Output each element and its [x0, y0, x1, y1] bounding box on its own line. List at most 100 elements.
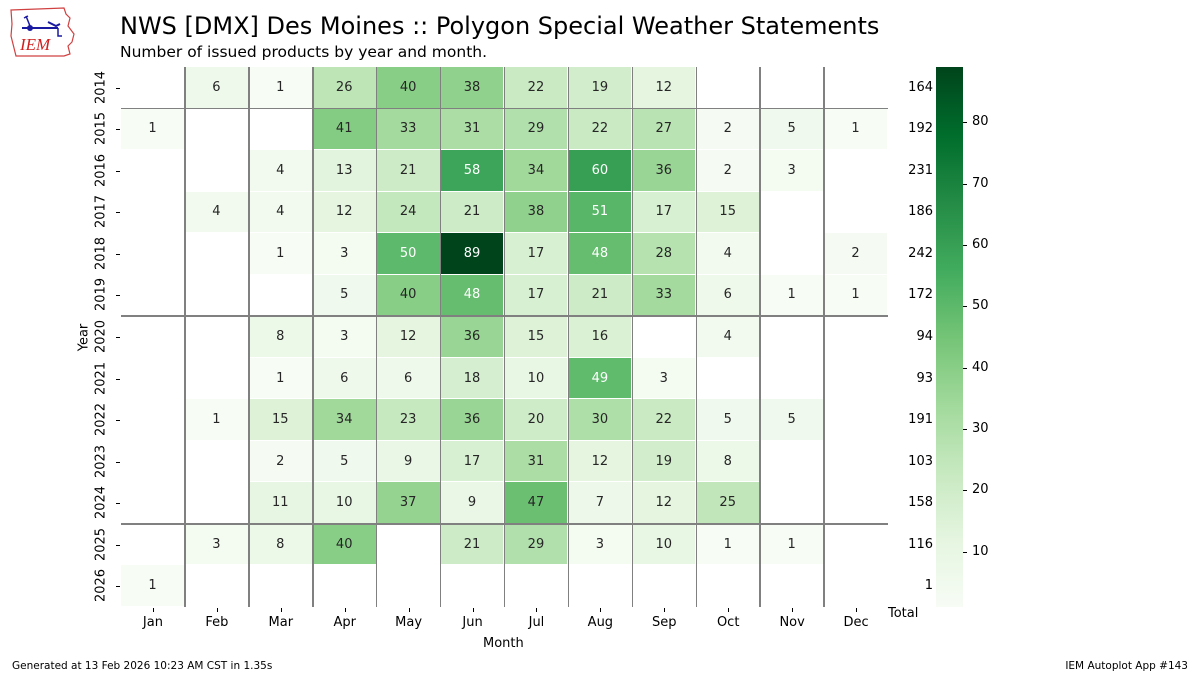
- row-total: 1: [924, 578, 933, 594]
- row-total: 242: [908, 245, 933, 261]
- heatmap-cell: 17: [504, 274, 569, 317]
- x-tick-mark: [216, 608, 218, 612]
- y-tick-label: 2019: [93, 278, 109, 312]
- heatmap-cell: 29: [504, 108, 569, 151]
- month-separator-line: [375, 67, 378, 607]
- heatmap-plot-area: 6 1 26 40 38 22 19 12 1 41 33 31 29 22 27 2 5 1 4 13 21 58 34 6…: [121, 67, 888, 607]
- y-tick-label: 2026: [93, 569, 109, 603]
- heatmap-cell: 21: [568, 274, 633, 317]
- heatmap-cell: 12: [568, 440, 633, 483]
- heatmap-cell: 5: [312, 274, 377, 317]
- x-tick-label: Jan: [142, 615, 163, 630]
- heatmap-cell: 1: [696, 523, 761, 566]
- heatmap-cell: 38: [440, 67, 505, 109]
- totals-column-label: Total: [888, 606, 919, 621]
- heatmap-cell: 3: [760, 150, 825, 192]
- heatmap-cell: 36: [440, 316, 505, 358]
- colorbar-tick-mark: [963, 367, 967, 369]
- heatmap-cell: 40: [312, 523, 377, 566]
- heatmap-cell: 7: [568, 482, 633, 524]
- y-tick-label: 2016: [93, 153, 109, 187]
- heatmap-cell: 33: [376, 108, 441, 151]
- chart-title: NWS [DMX] Des Moines :: Polygon Special …: [120, 12, 880, 40]
- heatmap-cell: 24: [376, 191, 441, 234]
- heatmap-cell: 51: [568, 191, 633, 234]
- row-total: 93: [916, 370, 933, 386]
- heatmap-cell: 6: [184, 67, 249, 109]
- heatmap-cell: 89: [440, 233, 505, 275]
- row-total: 103: [908, 453, 933, 469]
- heatmap-cell: 1: [248, 67, 313, 109]
- y-tick-label: 2025: [93, 527, 109, 561]
- row-total: 192: [908, 121, 933, 137]
- x-tick-mark: [600, 608, 602, 612]
- row-total: 172: [908, 287, 933, 303]
- y-tick-mark: [116, 337, 120, 338]
- x-tick-mark: [536, 608, 538, 612]
- heatmap-cell: 1: [760, 274, 825, 317]
- x-tick-mark: [408, 608, 410, 612]
- heatmap-cell: 5: [696, 399, 761, 441]
- app-credit: IEM Autoplot App #143: [1065, 660, 1188, 672]
- colorbar-tick-mark: [963, 183, 967, 185]
- heatmap-cell: 34: [504, 150, 569, 192]
- heatmap-cell: 22: [632, 399, 697, 441]
- heatmap-cell: 10: [312, 482, 377, 524]
- heatmap-cell: 50: [376, 233, 441, 275]
- x-tick-label: Sep: [652, 615, 677, 630]
- heatmap-cell: 8: [248, 523, 313, 566]
- month-separator-line: [567, 67, 570, 607]
- x-tick-label: Oct: [716, 615, 740, 630]
- heatmap-cell: 17: [632, 191, 697, 234]
- heatmap-cell: 6: [376, 357, 441, 400]
- x-tick-mark: [792, 608, 794, 612]
- y-tick-mark: [116, 544, 120, 546]
- y-tick-label: 2022: [93, 403, 109, 437]
- month-separator-line: [503, 67, 506, 607]
- year-separator-line: [121, 523, 888, 525]
- heatmap-cell: 12: [312, 191, 377, 234]
- row-total: 116: [908, 536, 933, 552]
- colorbar: [936, 67, 963, 607]
- heatmap-cell: 38: [504, 191, 569, 234]
- y-tick-mark: [116, 170, 120, 172]
- colorbar-tick-mark: [963, 490, 967, 492]
- heatmap-cell: 48: [440, 274, 505, 317]
- heatmap-cell: 3: [184, 523, 249, 566]
- heatmap-cell: 1: [121, 108, 185, 151]
- colorbar-tick-label: 70: [972, 175, 989, 191]
- colorbar-tick-label: 30: [972, 421, 989, 437]
- heatmap-cell: 1: [184, 399, 249, 441]
- heatmap-cell: 12: [632, 67, 697, 109]
- month-separator-line: [759, 67, 761, 607]
- heatmap-cell: 48: [568, 233, 633, 275]
- heatmap-cell: 2: [824, 233, 888, 275]
- month-separator-line: [439, 67, 442, 607]
- heatmap-cell: 31: [440, 108, 505, 151]
- heatmap-cell: 30: [568, 399, 633, 441]
- heatmap-cell: 4: [696, 233, 761, 275]
- heatmap-cell: 2: [248, 440, 313, 483]
- heatmap-cell: 41: [312, 108, 377, 151]
- y-tick-mark: [116, 253, 120, 255]
- heatmap-cell: 37: [376, 482, 441, 524]
- y-tick-label: 2021: [93, 361, 109, 395]
- x-tick-mark: [152, 608, 154, 612]
- heatmap-cell: 2: [696, 108, 761, 151]
- x-tick-label: Jul: [528, 615, 545, 630]
- heatmap-cell: 11: [248, 482, 313, 524]
- chart-subtitle: Number of issued products by year and mo…: [120, 43, 488, 61]
- month-separator-line: [184, 67, 186, 607]
- heatmap-cell: 6: [696, 274, 761, 317]
- x-tick-label: Feb: [205, 615, 229, 630]
- heatmap-cell: 15: [696, 191, 761, 234]
- heatmap-cell: 13: [312, 150, 377, 192]
- heatmap-cell: 10: [504, 357, 569, 400]
- heatmap-cell: 4: [248, 191, 313, 234]
- colorbar-tick-mark: [963, 429, 967, 431]
- heatmap-cell: 40: [376, 67, 441, 109]
- y-tick-mark: [116, 87, 120, 89]
- heatmap-cell: 15: [504, 316, 569, 358]
- heatmap-cell: 47: [504, 482, 569, 524]
- x-tick-mark: [472, 608, 474, 612]
